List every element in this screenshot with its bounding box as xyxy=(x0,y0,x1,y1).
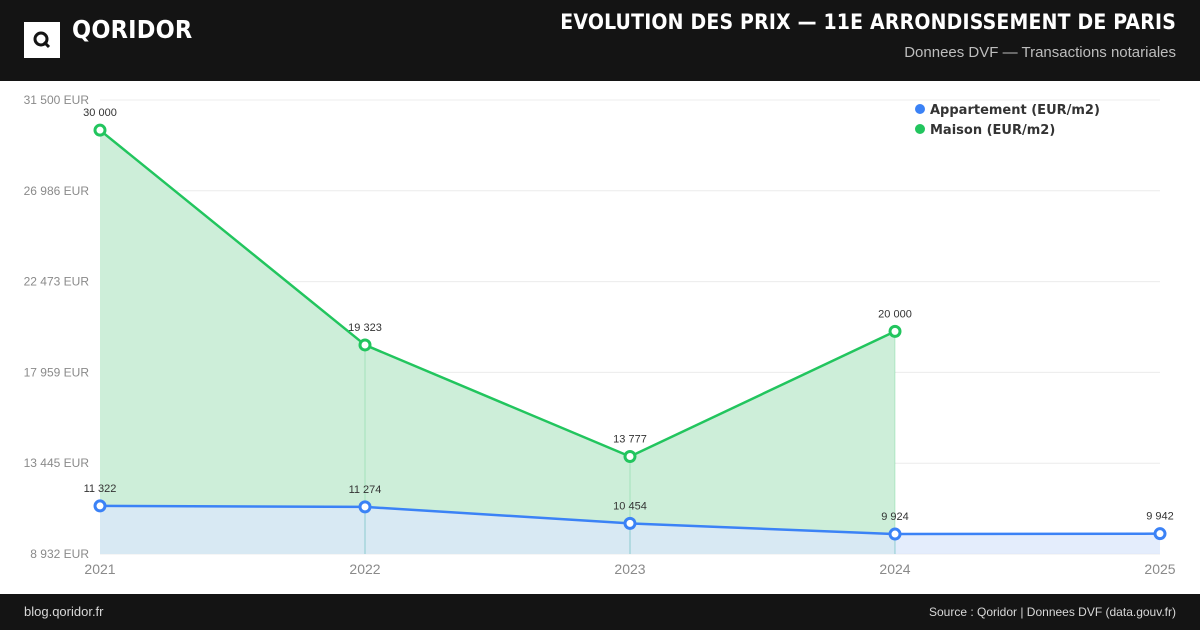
logo-q-icon xyxy=(33,31,51,49)
data-label-maison: 19 323 xyxy=(348,322,382,334)
data-label-appartement: 10 454 xyxy=(613,500,647,512)
x-tick-label: 2025 xyxy=(1144,561,1175,577)
series-line-maison xyxy=(99,129,896,458)
point-maison xyxy=(623,450,637,464)
x-tick-label: 2021 xyxy=(84,561,115,577)
page-title: EVOLUTION DES PRIX — 11E ARRONDISSEMENT … xyxy=(560,10,1176,34)
x-tick-label: 2024 xyxy=(879,561,910,577)
data-label-maison: 20 000 xyxy=(878,308,912,320)
price-evolution-chart: 8 932 EUR 13 445 EUR 17 959 EUR 22 473 EUR 2… xyxy=(24,93,1176,577)
footer-source: Source : Qoridor | Donnees DVF (data.gou… xyxy=(928,605,1176,619)
point-appartement xyxy=(888,527,902,541)
footer-site-link[interactable]: blog.qoridor.fr xyxy=(24,604,104,619)
footer-bar: blog.qoridor.fr Source : Qoridor | Donne… xyxy=(0,594,1200,630)
point-appartement xyxy=(358,500,372,514)
brand-logo[interactable] xyxy=(24,22,60,58)
x-tick-label: 2022 xyxy=(349,561,380,577)
x-tick-label: 2023 xyxy=(614,561,645,577)
data-label-appartement: 11 274 xyxy=(349,484,382,496)
point-maison xyxy=(93,123,107,137)
data-label-appartement: 9 924 xyxy=(881,511,909,523)
brand-name[interactable]: QORIDOR xyxy=(72,15,193,44)
y-tick-label: 13 445 EUR xyxy=(24,456,90,470)
y-tick-label: 31 500 EUR xyxy=(24,93,90,107)
area-maison xyxy=(100,130,895,554)
legend-label-appartement: Appartement (EUR/m2) xyxy=(930,103,1100,118)
data-label-appartement: 11 322 xyxy=(84,483,117,495)
y-tick-label: 22 473 EUR xyxy=(24,275,90,289)
legend-marker-maison xyxy=(915,124,925,134)
legend-label-maison: Maison (EUR/m2) xyxy=(930,123,1055,138)
y-tick-label: 8 932 EUR xyxy=(30,547,89,561)
point-appartement xyxy=(93,499,107,513)
point-appartement xyxy=(623,516,637,530)
data-label-appartement: 9 942 xyxy=(1146,511,1174,523)
data-label-maison: 30 000 xyxy=(83,107,117,119)
point-maison xyxy=(358,338,372,352)
y-tick-label: 26 986 EUR xyxy=(24,184,90,198)
legend-marker-appartement xyxy=(915,104,925,114)
point-appartement xyxy=(1153,527,1167,541)
page-subtitle: Donnees DVF — Transactions notariales xyxy=(904,44,1176,61)
point-maison xyxy=(888,324,902,338)
header-bar: QORIDOR EVOLUTION DES PRIX — 11E ARRONDI… xyxy=(0,0,1200,81)
area-appartement xyxy=(100,505,1160,554)
data-label-maison: 13 777 xyxy=(613,434,647,446)
y-tick-label: 17 959 EUR xyxy=(24,365,90,379)
